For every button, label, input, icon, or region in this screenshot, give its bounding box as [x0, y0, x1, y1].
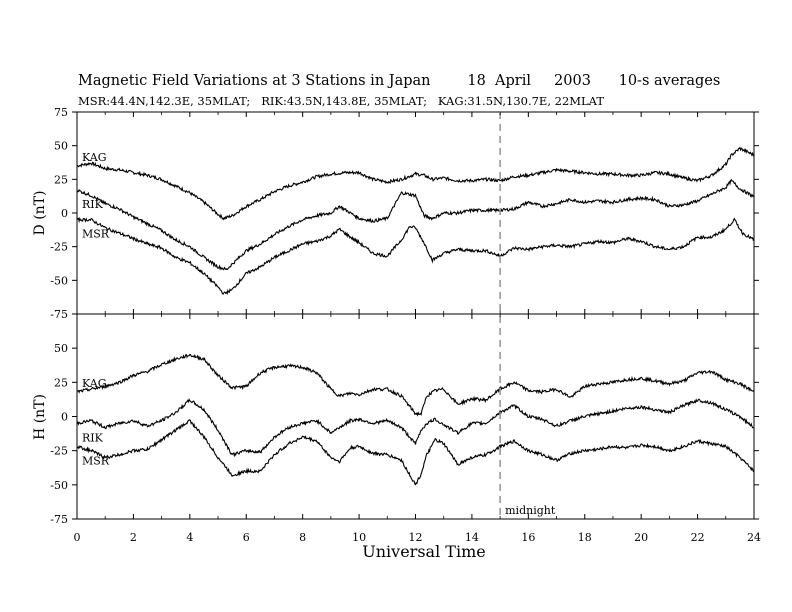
y-axis-label-h: H (nT): [32, 394, 48, 440]
series-group-h: KAG RIK MSR: [76, 353, 755, 486]
series-label-d-rik: RIK: [82, 198, 104, 211]
plot-frame-h: [76, 313, 755, 520]
x-tick-label: 8: [299, 531, 306, 544]
x-tick-label: 10: [352, 531, 366, 544]
x-tick-label: 18: [578, 531, 592, 544]
x-tick-label: 0: [74, 531, 81, 544]
y-tick-label-d: 75: [54, 106, 68, 119]
y-tick-label-d: 25: [54, 173, 68, 186]
x-tick-label: 4: [186, 531, 193, 544]
y-ticks-d: 75 50 25 0 -25 -50 -75: [50, 106, 759, 321]
series-line-d-msr: [76, 216, 755, 296]
series-line-d-rik: [76, 179, 755, 271]
x-tick-label: 16: [521, 531, 535, 544]
series-label-h-kag: KAG: [82, 377, 107, 390]
y-tick-label-h: 50: [54, 342, 68, 355]
series-line-h-kag: [76, 353, 755, 417]
plot-frame-d: [76, 111, 755, 315]
x-tick-label: 22: [691, 531, 705, 544]
y-tick-label-d: 50: [54, 140, 68, 153]
midnight-annotation: midnight: [505, 504, 556, 517]
series-label-h-rik: RIK: [82, 431, 104, 444]
series-line-h-rik: [76, 397, 755, 458]
y-tick-label-d: 0: [61, 207, 68, 220]
x-ticks: 0 2 4 6 8 10 12 14 16 18 20 22 24: [74, 112, 761, 544]
x-tick-label: 2: [130, 531, 137, 544]
series-line-h-msr: [76, 419, 755, 486]
y-tick-label-h: 0: [61, 411, 68, 424]
y-tick-label-h: -25: [50, 445, 68, 458]
y-tick-label-h: -75: [50, 513, 68, 526]
y-tick-label-d: -75: [50, 308, 68, 321]
x-axis-label: Universal Time: [362, 542, 485, 561]
panel-h: 50 25 0 -25 -50 -75 H (nT) KAG RIK MSR: [32, 313, 759, 526]
chart-title: Magnetic Field Variations at 3 Stations …: [78, 73, 721, 89]
series-label-d-kag: KAG: [82, 151, 107, 164]
panel-d: 75 50 25 0 -25 -50 -75 D (nT) KAG RIK MSR: [32, 106, 759, 321]
series-line-d-kag: [76, 146, 755, 221]
y-tick-label-h: 25: [54, 376, 68, 389]
x-tick-label: 12: [409, 531, 423, 544]
x-tick-label: 24: [747, 531, 761, 544]
y-ticks-h: 50 25 0 -25 -50 -75: [50, 342, 759, 526]
series-group-d: KAG RIK MSR: [76, 146, 755, 296]
x-tick-label: 6: [243, 531, 250, 544]
y-tick-label-d: -50: [50, 274, 68, 287]
y-tick-label-d: -25: [50, 241, 68, 254]
x-tick-label: 14: [465, 531, 479, 544]
x-tick-label: 20: [634, 531, 648, 544]
chart-subtitle: MSR:44.4N,142.3E, 35MLAT; RIK:43.5N,143.…: [78, 94, 605, 108]
series-label-h-msr: MSR: [82, 455, 110, 468]
series-label-d-msr: MSR: [82, 228, 110, 241]
y-axis-label-d: D (nT): [32, 191, 48, 236]
y-tick-label-h: -50: [50, 479, 68, 492]
